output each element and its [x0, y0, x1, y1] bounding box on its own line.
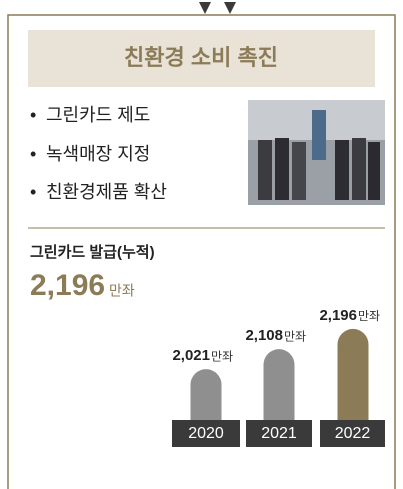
- x-tick-label: 2021: [261, 425, 297, 442]
- value-label-unit: 만좌: [358, 309, 380, 323]
- bullet-text: 그린카드 제도: [46, 105, 150, 125]
- bar: [338, 329, 369, 420]
- value-label-number: 2,196: [319, 307, 357, 324]
- value-label-number: 2,021: [172, 347, 210, 364]
- value-label-unit: 만좌: [284, 329, 306, 343]
- headline-value: 2,196: [30, 269, 105, 302]
- arrow: [224, 2, 236, 14]
- chart-title: 그린카드 발급(누적): [30, 243, 155, 261]
- x-tick-label: 2022: [335, 425, 371, 442]
- headline-unit: 만좌: [109, 283, 135, 299]
- value-label: 2,021: [172, 347, 210, 364]
- x-tick-label: 2020: [188, 425, 224, 442]
- bullet-text: 녹색매장 지정: [46, 144, 150, 164]
- bar: [191, 369, 222, 420]
- bullet: •: [30, 105, 36, 125]
- bullet-text: 친환경제품 확산: [46, 182, 167, 202]
- value-label: 2,196: [319, 307, 357, 324]
- value-label-unit: 만좌: [211, 349, 233, 363]
- bullet: •: [30, 182, 36, 202]
- value-label: 2,108: [245, 327, 283, 344]
- value-label-number: 2,108: [245, 327, 283, 344]
- bar: [264, 349, 295, 420]
- bullet: •: [30, 144, 36, 164]
- arrow: [199, 2, 211, 14]
- photo: [248, 100, 385, 205]
- infographic: 친환경 소비 촉진 • 그린카드 제도 • 녹색매장 지정 • 친환경제품 확산…: [0, 0, 403, 489]
- banner-title: 친환경 소비 촉진: [124, 45, 278, 70]
